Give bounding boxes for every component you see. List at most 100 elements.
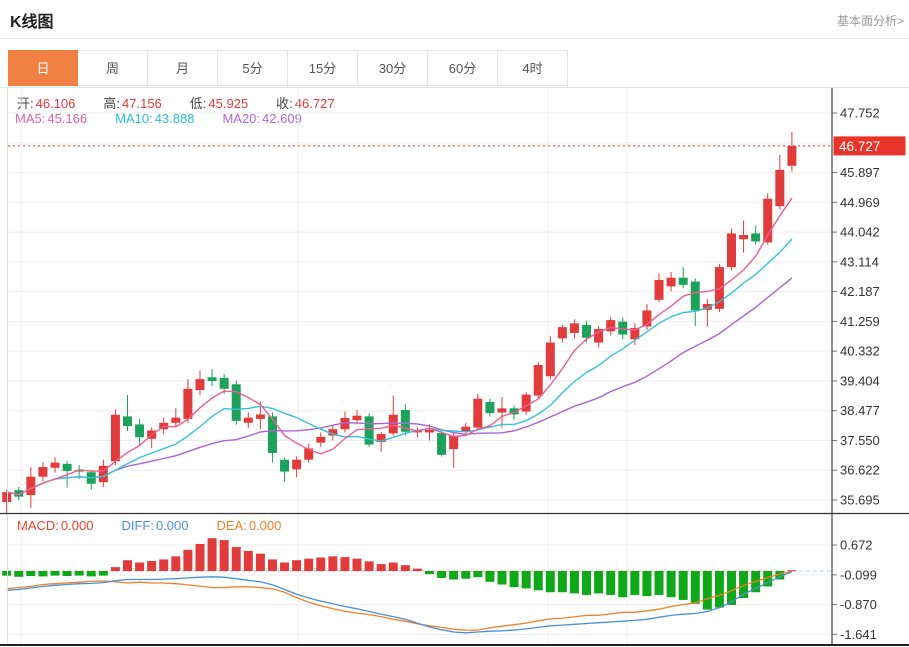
candle-body <box>509 408 519 415</box>
macd-bar <box>521 571 531 589</box>
legend-value: 0.000 <box>60 518 94 533</box>
macd-bar <box>135 562 145 571</box>
legend-label: 收: <box>276 96 293 111</box>
legend-value: 43.888 <box>154 111 195 126</box>
macd-bar <box>449 571 459 580</box>
candle-body <box>702 304 712 310</box>
tab-15分[interactable]: 15分 <box>288 50 358 86</box>
macd-bar <box>533 571 543 591</box>
last-price-tag-label: 46.727 <box>839 139 880 154</box>
macd-bar <box>763 571 773 587</box>
macd-bar <box>328 556 338 571</box>
kline-chart-svg[interactable]: 47.752 45.897 44.969 44.042 43.114 42.187 41.2… <box>0 88 909 647</box>
legend-value: 0.000 <box>155 518 189 533</box>
candle-body <box>473 398 483 428</box>
macd-bar <box>147 560 157 571</box>
price-axis-label: 43.114 <box>840 254 879 269</box>
candle-body <box>763 198 773 243</box>
macd-bar <box>787 570 797 572</box>
candle-body <box>183 388 193 419</box>
candle-body <box>533 365 543 396</box>
macd-bar <box>364 561 374 571</box>
legend-value: 45.166 <box>47 111 88 126</box>
legend-value: 0.000 <box>248 518 282 533</box>
tab-周[interactable]: 周 <box>78 50 148 86</box>
candle-body <box>219 377 229 389</box>
candle-body <box>26 476 36 496</box>
candle-body <box>316 436 326 443</box>
macd-bar <box>775 571 785 580</box>
macd-bar <box>714 571 724 608</box>
macd-bar <box>485 571 495 582</box>
macd-bar <box>702 571 712 610</box>
tab-60分[interactable]: 60分 <box>428 50 498 86</box>
candle-body <box>280 459 290 472</box>
candle-body <box>425 429 434 433</box>
ma20-line <box>6 277 793 496</box>
macd-bar <box>123 560 132 571</box>
legend-label: MA10: <box>115 111 153 126</box>
price-axis-label: 47.752 <box>840 106 880 121</box>
dea-line <box>6 570 793 631</box>
candle-body <box>569 323 579 333</box>
candle-body <box>292 459 302 470</box>
macd-legend: MACD: 0.000 DIFF: 0.000 DEA: 0.000 <box>17 518 309 533</box>
legend-label: MA20: <box>222 111 261 126</box>
candle-body <box>751 233 761 242</box>
candle-body <box>437 433 447 455</box>
tab-5分[interactable]: 5分 <box>218 50 288 86</box>
price-axis-label: 36.622 <box>840 463 880 478</box>
legend-label: DIFF: <box>121 518 154 533</box>
macd-bar <box>461 571 471 579</box>
candle-body <box>388 414 398 434</box>
macd-bar <box>654 571 664 595</box>
macd-bar <box>582 571 592 595</box>
tab-月[interactable]: 月 <box>148 50 218 86</box>
candle-body <box>557 327 567 339</box>
candle-body <box>304 448 314 460</box>
macd-bar <box>606 571 616 595</box>
tab-4时[interactable]: 4时 <box>498 50 568 86</box>
legend-label: DEA: <box>216 518 247 533</box>
price-axis-label: 42.187 <box>840 284 880 299</box>
candle-body <box>630 328 640 340</box>
candle-body <box>340 417 350 430</box>
candle-body <box>74 469 84 472</box>
macd-bar <box>26 571 36 577</box>
candle-body <box>775 169 785 207</box>
ma-legend: MA5: 45.166 MA10: 43.888 MA20: 42.609 <box>15 111 330 126</box>
price-axis-label: 44.969 <box>840 195 880 210</box>
macd-bar <box>207 538 217 571</box>
macd-bar <box>267 559 277 571</box>
macd-bar <box>159 559 169 571</box>
candle-body <box>582 324 592 338</box>
legend-label: 低: <box>189 96 207 111</box>
macd-bar <box>219 540 229 571</box>
candle-body <box>364 416 374 445</box>
price-axis-label: 38.477 <box>840 403 880 418</box>
candle-body <box>171 417 181 423</box>
ma5-line <box>6 197 793 496</box>
macd-bar <box>243 550 253 571</box>
macd-axis-label: -0.870 <box>840 597 877 612</box>
candle-body <box>38 467 48 477</box>
candle-body <box>110 414 120 462</box>
macd-bar <box>739 571 749 599</box>
tab-日[interactable]: 日 <box>8 50 78 86</box>
macd-bar <box>437 571 447 578</box>
macd-bar <box>86 571 96 577</box>
period-tabs: 日周月 5分 15分 30分 60分 4时 <box>8 50 909 87</box>
candle-body <box>123 416 132 427</box>
macd-bar <box>14 571 24 577</box>
price-axis-label: 40.332 <box>840 344 880 359</box>
tab-30分[interactable]: 30分 <box>358 50 428 86</box>
candle-body <box>255 414 265 419</box>
macd-bar <box>594 571 604 594</box>
macd-bar <box>183 549 193 571</box>
price-axis-label: 45.897 <box>840 165 880 180</box>
legend-value: 46.727 <box>294 96 335 111</box>
macd-bar <box>497 571 507 585</box>
candle-body <box>135 424 145 438</box>
macd-bar <box>425 571 434 575</box>
fundamental-analysis-link[interactable]: 基本面分析> <box>836 14 904 28</box>
